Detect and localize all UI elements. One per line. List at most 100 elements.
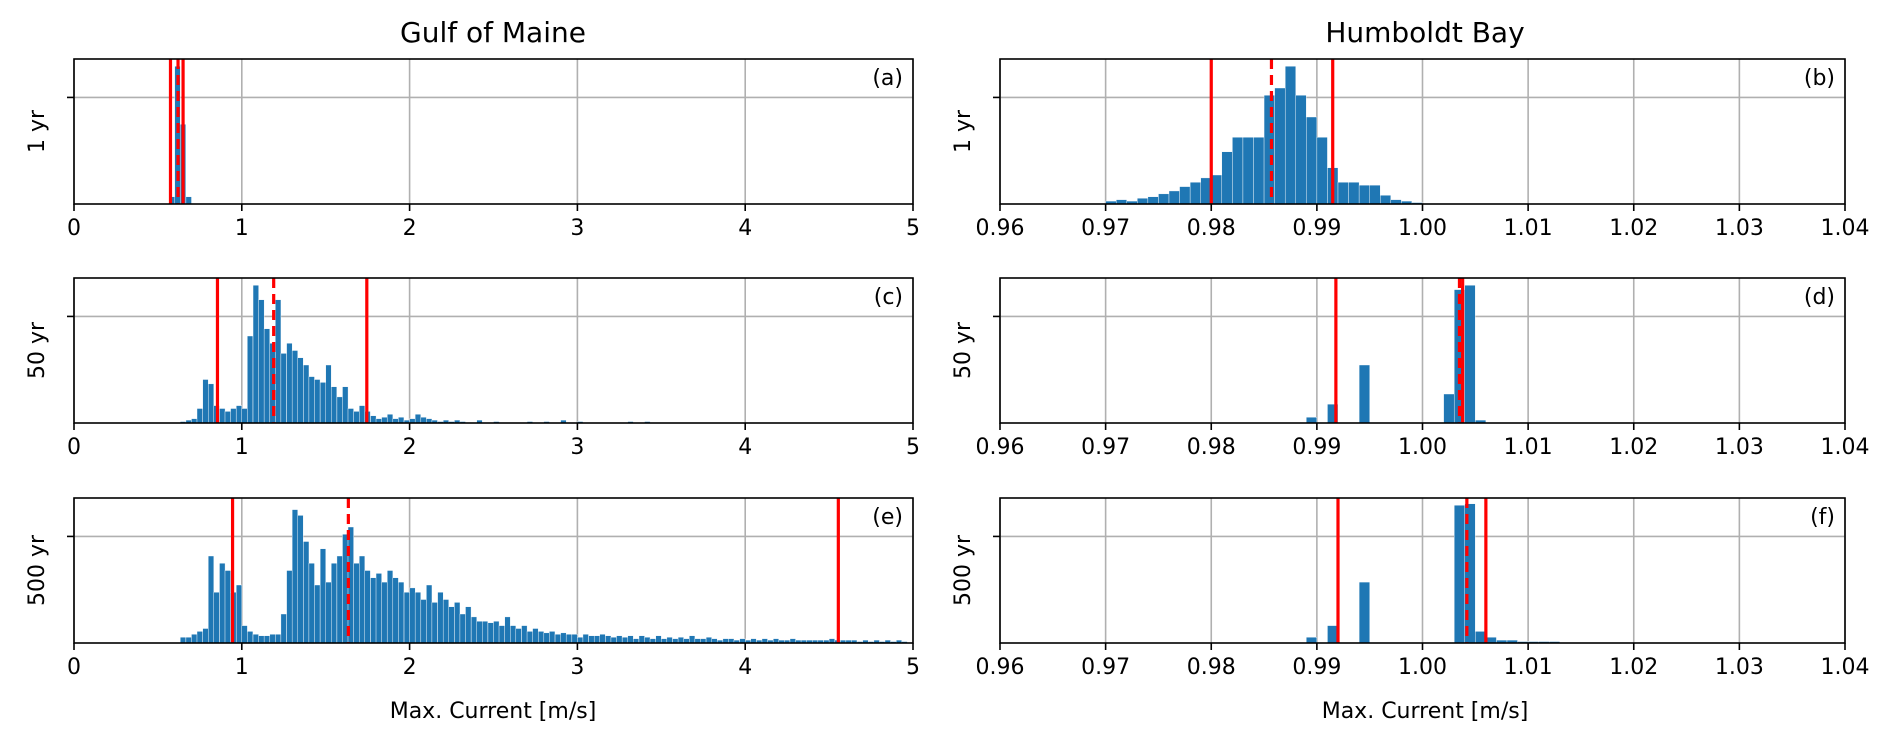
histogram-bar	[543, 632, 550, 644]
panel-b: 0.96 0.97 0.98 0.99 1.00 1.01 1.02 1.03 1.04 1 yr…	[951, 58, 1870, 241]
histogram-bar	[565, 634, 572, 644]
histogram-bar	[247, 631, 254, 644]
histogram-bar	[297, 357, 304, 424]
histogram-bar	[291, 509, 298, 644]
histogram-bar	[381, 581, 388, 644]
x-tick-label: 2	[403, 216, 417, 241]
histogram-bar	[280, 353, 287, 424]
histogram-bar	[353, 411, 360, 424]
histogram-bar	[420, 599, 427, 644]
histogram-bar	[224, 570, 231, 644]
histogram-bar	[420, 417, 427, 424]
histogram-bar	[482, 621, 489, 644]
histogram-bar	[504, 616, 511, 644]
histogram-bar	[554, 634, 561, 644]
x-tick-label: 1.00	[1398, 655, 1447, 680]
histogram-bar	[437, 592, 444, 644]
x-tick-label: 1.01	[1504, 655, 1553, 680]
y-axis-label: 500 yr	[951, 534, 976, 606]
histogram-bar	[414, 592, 421, 644]
histogram-bar	[185, 637, 192, 644]
histogram-bar	[1464, 503, 1476, 644]
histogram-bar	[582, 634, 589, 644]
histogram-bar	[208, 555, 215, 644]
y-axis-label: 50 yr	[25, 321, 50, 379]
histogram-bar	[1221, 151, 1233, 205]
histogram-bar	[1453, 505, 1465, 644]
histogram-bar	[1284, 66, 1296, 205]
histogram-bar	[191, 634, 198, 644]
histogram-bar	[263, 328, 270, 424]
histogram-bar	[1358, 184, 1370, 205]
x-tick-label: 1	[235, 655, 249, 680]
histogram-bar	[252, 285, 259, 424]
histogram-bar	[286, 570, 293, 644]
histogram-bar	[1337, 182, 1349, 205]
histogram-bar	[655, 635, 662, 644]
x-tick-label: 1.02	[1609, 655, 1658, 680]
histogram-bar	[331, 386, 338, 424]
histogram-bar	[487, 622, 494, 644]
x-tick-label: 1	[235, 435, 249, 460]
histogram-bar	[387, 570, 394, 644]
histogram-bar	[459, 613, 466, 644]
panel-d: 0.96 0.97 0.98 0.99 1.00 1.01 1.02 1.03 1.04 50 y…	[951, 277, 1869, 460]
x-tick-label: 0	[67, 216, 81, 241]
histogram-bar	[208, 383, 215, 424]
panel-tag: (b)	[1804, 66, 1835, 91]
histogram-bar	[353, 563, 360, 644]
histogram-bar	[571, 634, 578, 644]
histogram-bar	[1369, 184, 1381, 205]
axes-frame	[73, 58, 914, 205]
histogram-bar	[1253, 137, 1265, 205]
panel-tag: (d)	[1804, 285, 1835, 310]
axes-frame	[73, 277, 914, 424]
histogram-bar	[470, 616, 477, 644]
x-tick-label: 4	[738, 216, 752, 241]
histogram-bar	[532, 628, 539, 644]
panel-tag: (f)	[1810, 505, 1835, 530]
x-tick-label: 1	[235, 216, 249, 241]
histogram-bar	[308, 563, 315, 644]
x-tick-label: 0.98	[1187, 655, 1236, 680]
x-tick-label: 1.03	[1715, 216, 1764, 241]
histogram-bar	[627, 635, 634, 644]
x-tick-label: 5	[906, 216, 920, 241]
x-tick-label: 0	[67, 435, 81, 460]
x-tick-label: 0.96	[976, 435, 1025, 460]
column-title-gulf-of-maine: Gulf of Maine	[400, 16, 586, 49]
y-axis-label: 1 yr	[951, 109, 976, 153]
histogram-bar	[314, 379, 321, 424]
histogram-bar	[1295, 95, 1307, 205]
histogram-bar	[1316, 137, 1328, 205]
histogram-bar	[1274, 87, 1286, 205]
histogram-bar	[230, 408, 237, 424]
histogram-bar	[236, 405, 243, 424]
histogram-bar	[1158, 193, 1170, 205]
x-tick-label: 1.04	[1821, 655, 1870, 680]
x-axis-title-right: Max. Current [m/s]	[1322, 699, 1529, 724]
histogram-bar	[280, 613, 287, 644]
x-tick-label: 0.97	[1081, 655, 1130, 680]
histogram-bar	[286, 343, 293, 424]
histogram-bar	[258, 299, 265, 424]
x-tick-label: 1.02	[1609, 216, 1658, 241]
histogram-bar	[359, 555, 366, 644]
histogram-bar	[521, 625, 528, 644]
x-tick-label: 3	[570, 435, 584, 460]
histogram-bar	[252, 634, 259, 644]
panels: 0 1 2 3 4 5 1 yr (a) 0.96 0.97 0.98 0.99 1.00 1.01 1.0…	[25, 58, 1870, 680]
histogram-bar	[493, 621, 500, 644]
x-tick-label: 0.96	[976, 216, 1025, 241]
histogram-bar	[1443, 393, 1455, 424]
x-tick-label: 0.96	[976, 655, 1025, 680]
histogram-bar	[1242, 137, 1254, 205]
x-tick-label: 0.99	[1292, 216, 1341, 241]
histogram-bar	[442, 599, 449, 644]
histogram-bar	[196, 631, 203, 644]
histogram-bar	[236, 584, 243, 644]
x-tick-label: 0.98	[1187, 216, 1236, 241]
histogram-bar	[180, 637, 187, 644]
x-tick-label: 1.04	[1821, 216, 1870, 241]
